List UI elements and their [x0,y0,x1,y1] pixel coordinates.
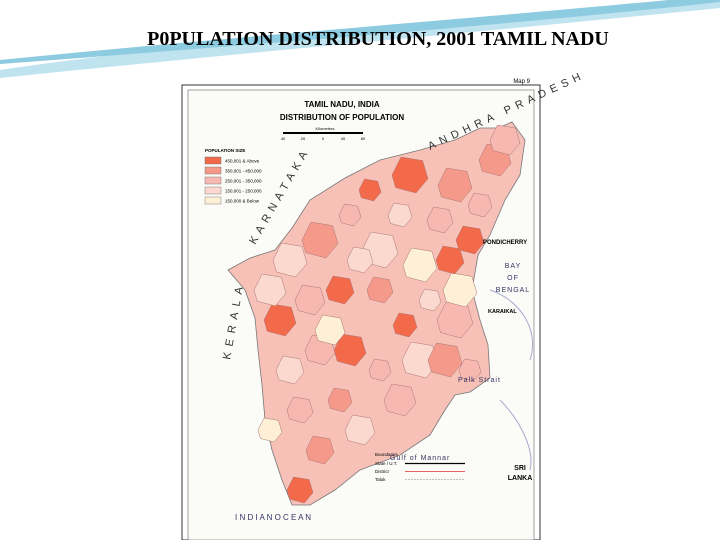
coast [489,289,534,471]
district [286,476,314,504]
district [327,387,353,413]
legend-label: 150,000 & Below [225,199,260,204]
scale-unit: Kilometres [316,126,335,131]
district [392,312,418,338]
district [383,383,417,417]
district [368,358,392,382]
district [387,202,413,228]
place-label: OF [507,275,519,282]
scale-tick-label: 20 [301,136,306,141]
place-label: KARAIKAL [488,309,517,315]
district [314,314,346,346]
legend-swatch [204,176,222,185]
scale-bar [283,132,363,134]
scale-tick-label: 40 [281,136,286,141]
boundary-title: Boundaries [375,452,399,457]
place-label: Gulf of Mannar [390,455,450,462]
place-label: LANKA [508,475,533,482]
boundary-legend: Boundaries State / U.T. District Taluk [375,452,465,482]
place-label: BAY [505,263,522,270]
district [294,284,326,316]
district [467,192,493,218]
legend-label: 350,001 - 450,000 [225,169,262,174]
district [418,288,442,312]
district [391,156,429,194]
district [435,245,465,275]
place-label: I N D I A N O C E A N [235,513,311,522]
district [366,276,394,304]
place-label: Palk Strait [458,377,501,384]
districts [253,124,521,504]
plate-number: Map 9 [513,79,530,85]
place-label: PONDICHERRY [483,240,527,246]
scale-tick-label: 80 [361,136,366,141]
district [437,167,473,203]
district [275,355,305,385]
legend-swatch [204,156,222,165]
district [458,358,482,382]
boundary-label: Taluk [375,477,386,482]
district [426,206,454,234]
boundary-label: District [375,469,389,474]
district [338,203,362,227]
district [272,242,308,278]
legend: 450,001 & Above 350,001 - 450,000 250,001 … [204,156,262,205]
district [344,414,376,446]
scale-tick-label: 0 [322,136,325,141]
legend-swatch [204,166,222,175]
slide-title: P0PULATION DISTRIBUTION, 2001 TAMIL NADU [147,28,609,50]
district [427,342,463,378]
swoosh [0,0,720,64]
place-label: BENGAL [496,287,530,294]
map-subheading: DISTRIBUTION OF POPULATION [280,113,405,122]
district [257,417,283,443]
district [305,435,335,465]
map-heading: TAMIL NADU, INDIA [304,100,379,109]
legend-title: POPULATION SIZE [205,148,245,153]
legend-label: 150,001 - 250,000 [225,189,262,194]
district [346,246,374,274]
district [286,396,314,424]
place-label: SRI [514,465,526,472]
legend-label: 250,001 - 350,000 [225,179,262,184]
district [402,247,438,283]
district [301,221,339,259]
district [436,301,474,339]
scale-ticks: 40 20 0 40 80 [281,136,366,141]
legend-swatch [204,196,222,205]
district [253,273,287,307]
district [325,275,355,305]
legend-swatch [204,186,222,195]
district [489,124,521,156]
district [358,178,382,202]
legend-label: 450,001 & Above [225,159,260,164]
scale-tick-label: 40 [341,136,346,141]
boundary-label: State / U.T. [375,461,397,466]
